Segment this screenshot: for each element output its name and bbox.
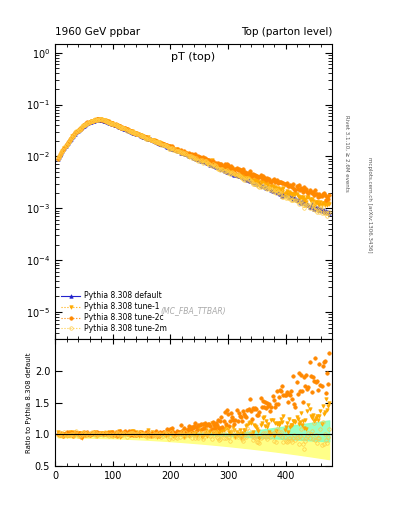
Pythia 8.308 tune-2c	[317, 190, 322, 197]
Pythia 8.308 default	[244, 177, 249, 183]
Pythia 8.308 tune-2c	[244, 171, 249, 177]
Pythia 8.308 tune-1	[55, 155, 60, 161]
Pythia 8.308 tune-2c	[95, 116, 99, 122]
Line: Pythia 8.308 tune-2m: Pythia 8.308 tune-2m	[56, 117, 331, 218]
Text: (MC_FBA_TTBAR): (MC_FBA_TTBAR)	[161, 307, 226, 315]
Pythia 8.308 tune-2c	[55, 156, 60, 162]
Pythia 8.308 tune-2m	[213, 163, 218, 169]
Pythia 8.308 default	[55, 156, 60, 162]
Pythia 8.308 default	[327, 210, 332, 217]
Pythia 8.308 tune-1	[101, 118, 106, 124]
Pythia 8.308 tune-2m	[327, 208, 332, 215]
Pythia 8.308 tune-1	[213, 162, 218, 168]
Pythia 8.308 tune-1	[317, 202, 322, 208]
Pythia 8.308 tune-2m	[101, 117, 106, 123]
Pythia 8.308 tune-2c	[165, 143, 170, 150]
Text: Rivet 3.1.10, ≥ 2.6M events: Rivet 3.1.10, ≥ 2.6M events	[344, 115, 349, 192]
Pythia 8.308 default	[317, 207, 322, 214]
Pythia 8.308 tune-1	[244, 174, 249, 180]
Pythia 8.308 tune-2m	[98, 116, 103, 122]
Y-axis label: Ratio to Pythia 8.308 default: Ratio to Pythia 8.308 default	[26, 352, 32, 453]
Pythia 8.308 tune-2m	[325, 212, 329, 219]
Text: mcplots.cern.ch [arXiv:1306.3436]: mcplots.cern.ch [arXiv:1306.3436]	[367, 157, 373, 252]
Pythia 8.308 default	[169, 145, 174, 151]
Pythia 8.308 tune-2c	[101, 117, 106, 123]
Pythia 8.308 tune-2m	[55, 156, 60, 162]
Line: Pythia 8.308 tune-2c: Pythia 8.308 tune-2c	[56, 117, 331, 202]
Line: Pythia 8.308 default: Pythia 8.308 default	[56, 117, 331, 215]
Pythia 8.308 tune-1	[165, 144, 170, 151]
Pythia 8.308 tune-2m	[165, 144, 170, 150]
Legend: Pythia 8.308 default, Pythia 8.308 tune-1, Pythia 8.308 tune-2c, Pythia 8.308 tu: Pythia 8.308 default, Pythia 8.308 tune-…	[59, 289, 169, 335]
Pythia 8.308 tune-2m	[169, 144, 174, 151]
Line: Pythia 8.308 tune-1: Pythia 8.308 tune-1	[56, 117, 331, 207]
Text: 1960 GeV ppbar: 1960 GeV ppbar	[55, 27, 140, 37]
Pythia 8.308 default	[98, 116, 103, 122]
Pythia 8.308 tune-2c	[169, 145, 174, 151]
Pythia 8.308 tune-2c	[323, 197, 328, 203]
Pythia 8.308 default	[101, 118, 106, 124]
Pythia 8.308 default	[213, 163, 218, 169]
Pythia 8.308 tune-2c	[327, 191, 332, 198]
Pythia 8.308 tune-2c	[213, 160, 218, 166]
Text: Top (parton level): Top (parton level)	[241, 27, 332, 37]
Text: pT (top): pT (top)	[171, 52, 216, 62]
Pythia 8.308 tune-1	[96, 116, 101, 122]
Pythia 8.308 tune-1	[323, 202, 327, 208]
Pythia 8.308 tune-2m	[317, 208, 322, 215]
Pythia 8.308 tune-1	[169, 144, 174, 150]
Pythia 8.308 default	[165, 144, 170, 150]
Pythia 8.308 tune-2m	[244, 177, 249, 183]
Pythia 8.308 tune-1	[327, 201, 332, 207]
